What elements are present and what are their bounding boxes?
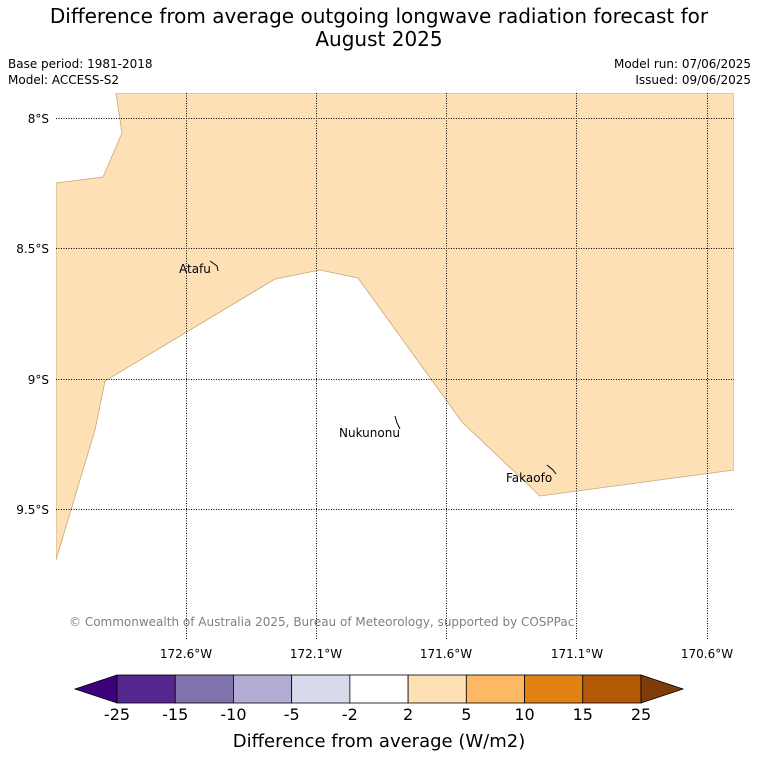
colorbar-box-1 [174, 674, 234, 704]
lon-label-171-6w: 171.6°W [420, 647, 472, 661]
copyright-notice: © Commonwealth of Australia 2025, Bureau… [69, 615, 574, 629]
chart-title: Difference from average outgoing longwav… [0, 5, 758, 51]
lat-label-9s: 9°S [28, 373, 49, 387]
lat-label-8s: 8°S [28, 112, 49, 126]
colorbar-tick-label: 10 [514, 705, 534, 724]
place-label-fakaofo: Fakaofo [506, 471, 552, 485]
colorbar-box-4 [349, 674, 409, 704]
atoll-atafu: Atafu [179, 260, 219, 276]
base-period: Base period: 1981-2018 [8, 57, 153, 71]
meta-right: Model run: 07/06/2025 Issued: 09/06/2025 [614, 56, 751, 88]
title-line-1: Difference from average outgoing longwav… [49, 4, 709, 28]
colorbar-tick-label: 25 [631, 705, 651, 724]
colorbar-box-5 [407, 674, 467, 704]
colorbar-tick-label: -5 [284, 705, 300, 724]
colorbar-tick-label: -15 [162, 705, 188, 724]
colorbar-under-arrow [73, 674, 118, 704]
model-name: Model: ACCESS-S2 [8, 73, 120, 87]
colorbar: -25 -15 -10 -5 -2 2 5 10 15 25 Difference from av… [73, 674, 685, 752]
lat-label-9-5s: 9.5°S [16, 503, 49, 517]
place-label-atafu: Atafu [179, 262, 211, 276]
atoll-outline-fakaofo [546, 464, 557, 475]
lat-label-8-5s: 8.5°S [16, 242, 49, 256]
colorbar-label: Difference from average (W/m2) [233, 731, 525, 752]
gridlines [56, 93, 734, 640]
colorbar-tick-label: 2 [403, 705, 413, 724]
colorbar-box-7 [524, 674, 584, 704]
model-run: Model run: 07/06/2025 [613, 57, 751, 71]
lon-label-172-6w: 172.6°W [160, 647, 212, 661]
lon-label-172-1w: 172.1°W [290, 647, 342, 661]
colorbar-boxes [116, 674, 642, 704]
lon-label-171-1w: 171.1°W [551, 647, 603, 661]
colorbar-tick-label: -10 [220, 705, 246, 724]
colorbar-over-arrow [640, 674, 685, 704]
title-line-2: August 2025 [315, 27, 443, 51]
atoll-fakaofo: Fakaofo [506, 464, 557, 485]
colorbar-box-0 [116, 674, 176, 704]
lon-label-170-6w: 170.6°W [681, 647, 733, 661]
colorbar-tick-label: -2 [342, 705, 358, 724]
map-area [56, 93, 734, 561]
forecast-fill-region [56, 93, 734, 561]
atoll-outline-atafu [209, 260, 219, 272]
colorbar-tick-label: 5 [461, 705, 471, 724]
meta-left: Base period: 1981-2018 Model: ACCESS-S2 [8, 56, 153, 88]
colorbar-box-6 [465, 674, 525, 704]
colorbar-box-2 [233, 674, 293, 704]
place-label-nukunonu: Nukunonu [339, 426, 400, 440]
colorbar-ticks: -25 -15 -10 -5 -2 2 5 10 15 25 [104, 705, 651, 724]
colorbar-box-3 [291, 674, 351, 704]
colorbar-box-8 [582, 674, 642, 704]
atoll-outline-nukunonu [394, 415, 401, 430]
colorbar-tick-label: -25 [104, 705, 130, 724]
colorbar-tick-label: 15 [573, 705, 593, 724]
atoll-nukunonu: Nukunonu [339, 415, 401, 440]
issued-date: Issued: 09/06/2025 [635, 73, 751, 87]
